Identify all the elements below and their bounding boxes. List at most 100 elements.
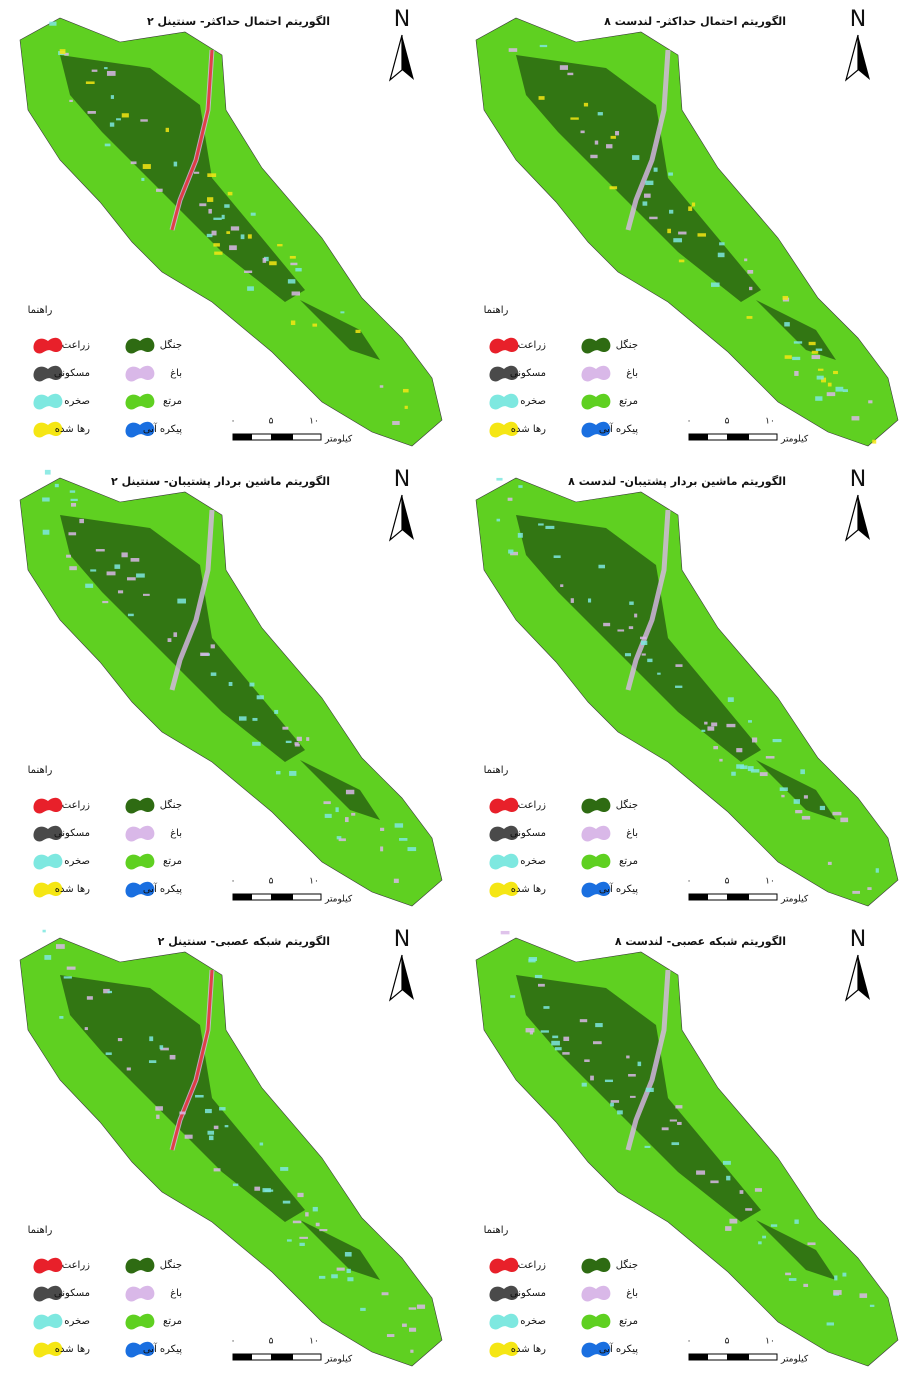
scale-label: ۰ (231, 417, 236, 427)
landcover-speck (247, 286, 254, 290)
scale-label: ۵ (269, 1337, 274, 1347)
landcover-speck (852, 416, 860, 420)
legend-label: مسکونی (54, 1288, 90, 1299)
landcover-speck (292, 291, 300, 295)
landcover-speck (555, 1047, 562, 1050)
landcover-speck (288, 279, 296, 283)
legend-swatch (125, 394, 154, 410)
landcover-speck (794, 371, 798, 376)
landcover-speck (228, 192, 233, 195)
legend-label: پیکره آبی (143, 1342, 182, 1355)
landcover-speck (644, 194, 651, 198)
landcover-speck (305, 1212, 308, 1216)
north-label: N (850, 927, 866, 952)
landcover-speck (229, 682, 233, 686)
north-arrow-fill (402, 35, 414, 80)
landcover-speck (208, 209, 211, 214)
landcover-speck (409, 1328, 416, 1332)
scale-label: ۰ (687, 417, 692, 427)
north-arrow (846, 955, 858, 1000)
landcover-speck (617, 1110, 623, 1114)
landcover-speck (711, 722, 717, 726)
landcover-speck (71, 503, 76, 507)
landcover-speck (526, 1028, 535, 1032)
legend-label: جنگل (160, 1259, 182, 1271)
landcover-speck (313, 1207, 318, 1211)
landcover-speck (195, 1095, 204, 1098)
legend-swatch (581, 366, 610, 382)
landcover-speck (224, 204, 229, 208)
map-title: الگوریتم شبکه عصبی- لندست ۸ (615, 935, 786, 948)
landcover-speck (252, 718, 257, 721)
landcover-speck (643, 201, 648, 205)
landcover-speck (584, 103, 588, 107)
landcover-speck (539, 96, 545, 100)
landcover-speck (726, 1176, 730, 1181)
landcover-speck (509, 48, 518, 52)
landcover-speck (199, 203, 206, 206)
landcover-speck (833, 371, 838, 374)
landcover-speck (675, 1105, 682, 1108)
landcover-speck (508, 550, 513, 554)
legend-label: رها شده (55, 424, 90, 435)
landcover-speck (219, 1107, 226, 1110)
scale-bar-segment (689, 434, 708, 440)
landcover-speck (588, 598, 591, 602)
landcover-speck (804, 795, 808, 798)
map-panel: الگوریتم شبکه عصبی- سنتینل ۲Nراهنماجنگلز… (20, 927, 442, 1366)
legend-label: پیکره آبی (599, 422, 638, 435)
landcover-speck (403, 389, 409, 392)
landcover-speck (277, 244, 282, 246)
landcover-speck (606, 144, 612, 148)
landcover-speck (114, 564, 120, 568)
landcover-speck (143, 164, 151, 169)
landcover-speck (792, 357, 800, 360)
legend-swatch (125, 826, 154, 842)
landcover-speck (560, 65, 568, 70)
scale-bar-segment (271, 434, 293, 440)
legend-title: راهنما (484, 305, 509, 316)
legend-swatch (33, 854, 62, 870)
landcover-speck (581, 131, 585, 134)
map-panel: الگوریتم ماشین بردار پشتیبان- سنتینل ۲Nر… (20, 467, 442, 906)
landcover-speck (538, 523, 544, 525)
legend-label: مرتع (163, 396, 182, 407)
landcover-speck (387, 1334, 394, 1337)
landcover-speck (96, 549, 105, 551)
landcover-speck (628, 1074, 636, 1077)
landcover-speck (214, 1168, 221, 1171)
landcover-speck (675, 664, 682, 667)
landcover-speck (800, 769, 805, 774)
north-label: N (394, 7, 410, 32)
landcover-speck (108, 991, 112, 993)
landcover-speck (214, 252, 222, 255)
landcover-speck (751, 769, 760, 772)
landcover-speck (168, 638, 172, 642)
landcover-speck (828, 862, 832, 865)
landcover-speck (802, 816, 810, 820)
landcover-speck (870, 1305, 874, 1307)
scale-bar-segment (233, 1354, 252, 1360)
landcover-speck (102, 601, 108, 603)
landcover-speck (641, 641, 647, 645)
landcover-speck (611, 1100, 619, 1103)
legend-swatch (33, 1314, 62, 1330)
landcover-speck (701, 730, 705, 732)
landcover-speck (740, 1190, 744, 1194)
landcover-speck (704, 722, 707, 725)
landcover-speck (781, 795, 784, 797)
landcover-speck (49, 22, 56, 26)
landcover-speck (677, 1122, 682, 1125)
landcover-speck (149, 1060, 156, 1063)
landcover-speck (44, 955, 51, 960)
landcover-speck (603, 623, 610, 626)
landcover-speck (842, 1273, 846, 1277)
landcover-speck (291, 320, 295, 324)
landcover-speck (872, 440, 876, 444)
landcover-speck (673, 238, 682, 242)
map-panel: الگوریتم ماشین بردار پشتیبان- لندست ۸Nرا… (476, 467, 898, 906)
figure: الگوریتم احتمال حداکثر- سنتینل ۲Nراهنماج… (0, 0, 912, 1380)
landcover-speck (337, 1268, 345, 1271)
landcover-speck (832, 812, 841, 815)
legend-label: صخره (520, 1316, 546, 1327)
